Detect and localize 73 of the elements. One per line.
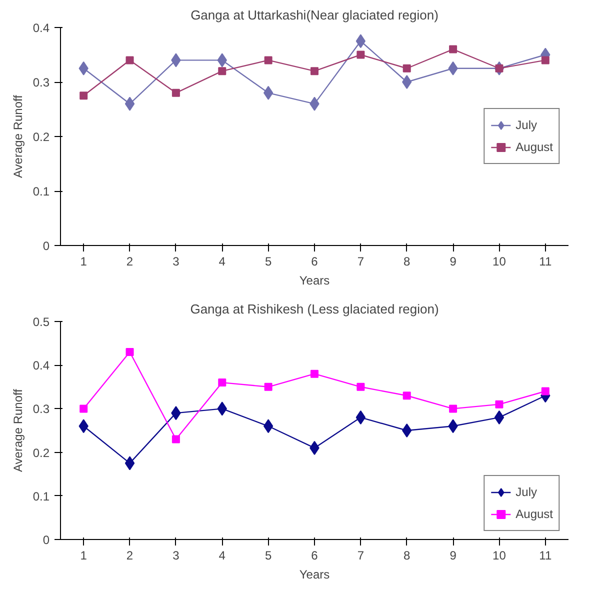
point (356, 382, 365, 391)
x-axis-title: Years (299, 568, 330, 582)
x-tick-label: 8 (404, 548, 411, 562)
point (264, 56, 272, 64)
y-tick-label: 0.2 (32, 446, 50, 460)
y-tick-label: 0.1 (32, 489, 50, 504)
point (541, 56, 550, 64)
x-tick-label: 2 (126, 548, 134, 562)
chart-title: Ganga at Rishikesh (Less glaciated region) (190, 302, 439, 316)
x-tick-label: 3 (172, 548, 180, 562)
x-tick-label: 1 (80, 254, 88, 268)
point (263, 419, 274, 434)
y-tick-label: 0.5 (32, 315, 50, 329)
y-tick-label: 0 (42, 533, 50, 547)
x-tick-label: 8 (404, 254, 411, 268)
point (126, 348, 134, 356)
point (172, 435, 180, 444)
y-tick-label: 0.3 (32, 402, 50, 416)
x-tick-label: 4 (218, 254, 226, 268)
point (402, 392, 411, 400)
point (495, 400, 504, 408)
point (310, 370, 318, 378)
point (356, 410, 366, 424)
y-tick-label: 0.2 (32, 130, 50, 144)
point (124, 456, 135, 470)
point (402, 75, 412, 89)
point (402, 64, 411, 72)
x-tick-label: 10 (492, 254, 506, 268)
point (124, 96, 135, 111)
y-axis-title: Average Runoff (10, 94, 25, 178)
point (126, 56, 134, 64)
point (494, 410, 504, 424)
x-tick-label: 11 (539, 548, 552, 562)
y-tick-label: 0.3 (32, 76, 50, 90)
legend-label: July (516, 485, 537, 499)
chart-title: Ganga at Uttarkashi(Near glaciated region) (190, 8, 438, 22)
point (356, 34, 366, 48)
y-tick-label: 0.1 (32, 184, 50, 198)
x-tick-label: 6 (311, 254, 318, 268)
y-tick-label: 0.4 (32, 358, 50, 373)
x-tick-label: 5 (264, 254, 272, 268)
legend-label: August (516, 140, 553, 154)
x-tick-label: 7 (357, 548, 364, 562)
x-tick-label: 3 (172, 254, 180, 268)
x-tick-label: 11 (539, 254, 552, 268)
x-axis-title: Years (299, 274, 330, 288)
point (218, 67, 226, 76)
point (80, 92, 88, 100)
y-tick-label: 0.4 (32, 21, 50, 35)
legend-label: July (516, 118, 537, 132)
point (402, 424, 412, 438)
x-tick-label: 10 (492, 548, 506, 562)
point (263, 86, 274, 100)
point (264, 382, 272, 391)
x-tick-label: 5 (264, 548, 272, 562)
point (449, 404, 458, 413)
point (356, 50, 365, 59)
x-tick-label: 2 (126, 254, 134, 268)
point (310, 67, 318, 76)
y-axis-title: Average Runoff (10, 388, 25, 472)
legend-label: August (516, 507, 553, 521)
x-tick-label: 1 (80, 548, 88, 562)
x-tick-label: 9 (450, 254, 457, 268)
y-tick-label: 0 (42, 239, 50, 253)
point (172, 88, 180, 97)
point (218, 378, 226, 387)
point (449, 45, 458, 54)
point (80, 404, 88, 413)
x-tick-label: 7 (357, 254, 364, 268)
x-tick-label: 9 (450, 548, 457, 562)
x-tick-label: 4 (218, 548, 226, 562)
x-tick-label: 6 (311, 548, 318, 562)
point (541, 387, 550, 396)
